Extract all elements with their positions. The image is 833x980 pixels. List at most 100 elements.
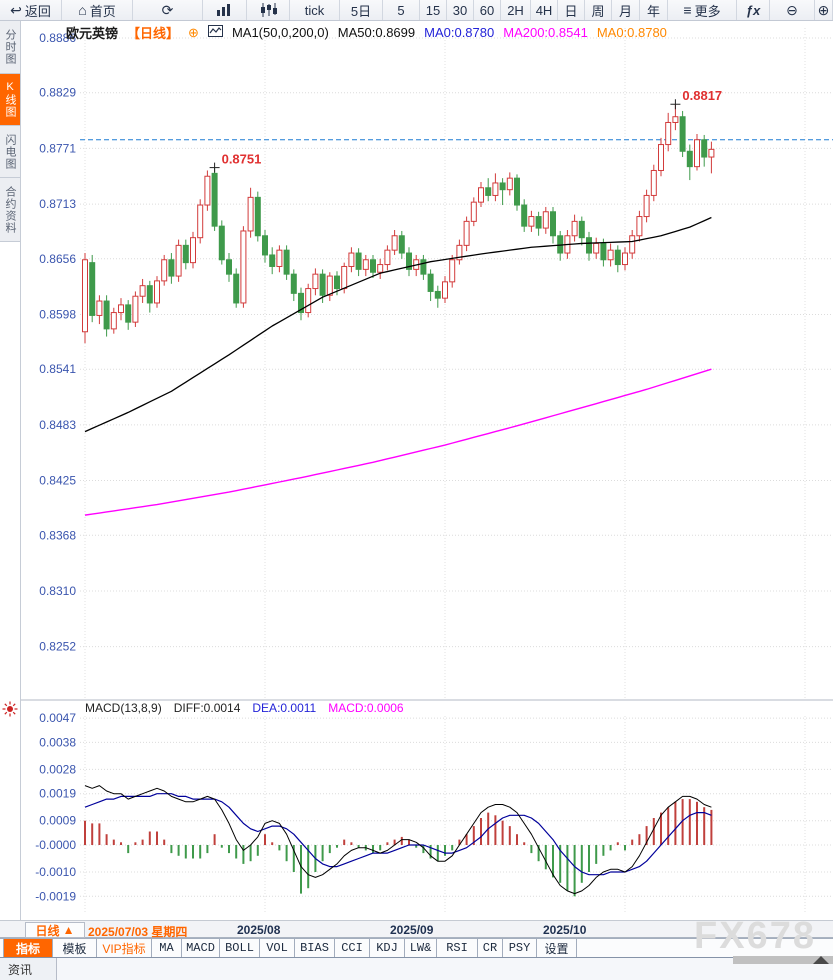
period-selector[interactable]: 日线 ▲	[25, 922, 85, 938]
toolbar-button-tick[interactable]: tick	[290, 0, 340, 20]
toolbar-button-label: 首页	[89, 3, 116, 19]
toolbar-button-label: 30	[452, 2, 468, 18]
indicator-tab-boll[interactable]: BOLL	[220, 939, 260, 957]
tab-news[interactable]: 资讯	[0, 958, 57, 980]
indicator-tab-bias[interactable]: BIAS	[295, 939, 335, 957]
toolbar-button-label: ƒx	[745, 2, 761, 18]
toolbar-button-2h[interactable]: 2H	[501, 0, 531, 20]
toolbar-button-label: 5	[397, 2, 405, 18]
indicator-tab-kdj[interactable]: KDJ	[370, 939, 405, 957]
toolbar-button-label: 日	[564, 3, 578, 19]
ma200-line	[84, 368, 712, 516]
candlesticks	[82, 104, 715, 344]
indicator-tab-rsi[interactable]: RSI	[437, 939, 478, 957]
toolbar-button-more[interactable]: ≡ 更多	[668, 0, 737, 20]
indicator-tab-psy[interactable]: PSY	[503, 939, 537, 957]
x-axis-label: 2025/08	[237, 923, 281, 937]
live-indicator-icon	[2, 701, 18, 722]
sidebar-tab-time-chart[interactable]: 分时图	[0, 21, 20, 74]
news-tab-label: 资讯	[8, 962, 33, 977]
svg-text:0.8886: 0.8886	[39, 31, 76, 45]
indicator-tab-lw[interactable]: LW&	[405, 939, 437, 957]
zoom-in-icon: ⊕	[817, 2, 830, 18]
toolbar-button-day[interactable]: 日	[558, 0, 585, 20]
toolbar-button-home[interactable]: ⌂ 首页	[62, 0, 133, 20]
toolbar-button-year[interactable]: 年	[640, 0, 668, 20]
toolbar-button-month[interactable]: 月	[612, 0, 640, 20]
ma50-line	[84, 216, 712, 433]
macd-diff-value: DIFF:0.0014	[173, 701, 241, 715]
x-axis-label: 2025/09	[390, 923, 434, 937]
back-arrow-icon: ↩	[10, 2, 22, 18]
mini-chart-icon[interactable]	[207, 25, 223, 40]
toolbar-button-week[interactable]: 周	[585, 0, 612, 20]
indicator-tab-[interactable]: 模板	[53, 939, 97, 957]
price-chart-header: 欧元英镑 【日线】 ⊕ MA1(50,0,200,0) MA50:0.8699 …	[66, 23, 667, 42]
toolbar-button-4h[interactable]: 4H	[531, 0, 558, 20]
toolbar-button-chart-type-bar[interactable]	[203, 0, 247, 20]
toolbar-button-30min[interactable]: 30	[447, 0, 474, 20]
svg-text:0.8483: 0.8483	[39, 418, 76, 432]
toolbar-button-label: 15	[425, 2, 441, 18]
toolbar-button-label: tick	[304, 2, 325, 18]
svg-text:-0.0000: -0.0000	[35, 838, 76, 852]
toolbar-button-back[interactable]: ↩ 返回	[0, 0, 62, 20]
svg-text:0.8751: 0.8751	[222, 152, 262, 167]
toolbar-button-label: 2H	[507, 2, 524, 18]
period-tag: 【日线】	[127, 26, 180, 41]
sidebar-tab-kline-chart[interactable]: K线图	[0, 74, 20, 126]
toolbar-button-15min[interactable]: 15	[420, 0, 447, 20]
indicator-tab-vip[interactable]: VIP指标	[97, 939, 152, 957]
toolbar-button-label: 4H	[535, 2, 553, 18]
ma200-value: MA200:0.8541	[503, 25, 588, 40]
toolbar-button-label: 年	[646, 3, 660, 19]
ma0-orange-value: MA0:0.8780	[596, 25, 667, 40]
macd-histogram	[84, 799, 713, 897]
timeline-row: 日线 ▲ 2025/07/03 星期四 2025/08 2025/09 2025/10	[0, 920, 833, 939]
macd-axis-labels: 0.0047 0.0038 0.0028 0.0019 0.0009 -0.0000 -0.…	[35, 711, 76, 903]
svg-text:0.8368: 0.8368	[39, 528, 76, 542]
indicator-tab-vol[interactable]: VOL	[260, 939, 295, 957]
bottom-strip: 资讯	[0, 958, 833, 980]
x-axis-label: 2025/10	[543, 923, 587, 937]
candlestick-icon	[260, 3, 277, 17]
home-icon: ⌂	[78, 2, 87, 18]
bar-chart-icon	[216, 3, 233, 17]
indicator-tab-[interactable]: 设置	[537, 939, 577, 957]
triangle-up-icon: ▲	[62, 923, 75, 937]
svg-text:0.8541: 0.8541	[39, 362, 76, 376]
toolbar-button-chart-type-candle[interactable]	[247, 0, 290, 20]
toolbar: ↩ 返回 ⌂ 首页 ⟳ tick 5日 5 15 30 60 2H 4H 日周月年 ≡ 更多 ƒx ⊖ ⊕	[0, 0, 833, 21]
toolbar-button-refresh[interactable]: ⟳	[133, 0, 203, 20]
sidebar-tab-lightning-chart[interactable]: 闪电图	[0, 126, 20, 178]
toolbar-button-5d[interactable]: 5日	[340, 0, 383, 20]
zoom-out-icon: ⊖	[786, 2, 798, 18]
price-axis-labels: 0.8886 0.8829 0.8771 0.8713 0.8656 0.8598 0.85…	[39, 31, 76, 654]
toolbar-button-5min[interactable]: 5	[383, 0, 420, 20]
indicator-tab-macd[interactable]: MACD	[182, 939, 220, 957]
svg-text:0.0028: 0.0028	[39, 762, 76, 776]
ma0-blue-value: MA0:0.8780	[424, 25, 495, 40]
x-axis-label: 2025/07/03 星期四	[88, 925, 188, 939]
svg-text:0.0009: 0.0009	[39, 814, 76, 828]
svg-text:0.8425: 0.8425	[39, 474, 76, 488]
svg-text:0.8713: 0.8713	[39, 197, 76, 211]
indicator-tab-cr[interactable]: CR	[478, 939, 503, 957]
toolbar-button-zoom-in[interactable]: ⊕	[815, 0, 833, 20]
scroll-handle[interactable]	[733, 956, 833, 964]
toolbar-button-60min[interactable]: 60	[474, 0, 501, 20]
indicator-tab-cci[interactable]: CCI	[335, 939, 370, 957]
circle-plus-icon[interactable]: ⊕	[188, 24, 199, 40]
sidebar-tab-contract-info[interactable]: 合约资料	[0, 178, 20, 242]
macd-dea-line	[84, 793, 712, 876]
macd-diff-line	[84, 785, 712, 895]
refresh-icon: ⟳	[161, 2, 174, 18]
indicator-tab-[interactable]: 指标	[3, 939, 53, 957]
toolbar-button-zoom-out[interactable]: ⊖	[770, 0, 815, 20]
indicator-tab-ma[interactable]: MA	[152, 939, 182, 957]
toolbar-button-fx[interactable]: ƒx	[737, 0, 770, 20]
macd-gridlines	[80, 717, 833, 897]
toolbar-button-label: 60	[479, 2, 495, 18]
watermark: FX678	[694, 915, 816, 957]
